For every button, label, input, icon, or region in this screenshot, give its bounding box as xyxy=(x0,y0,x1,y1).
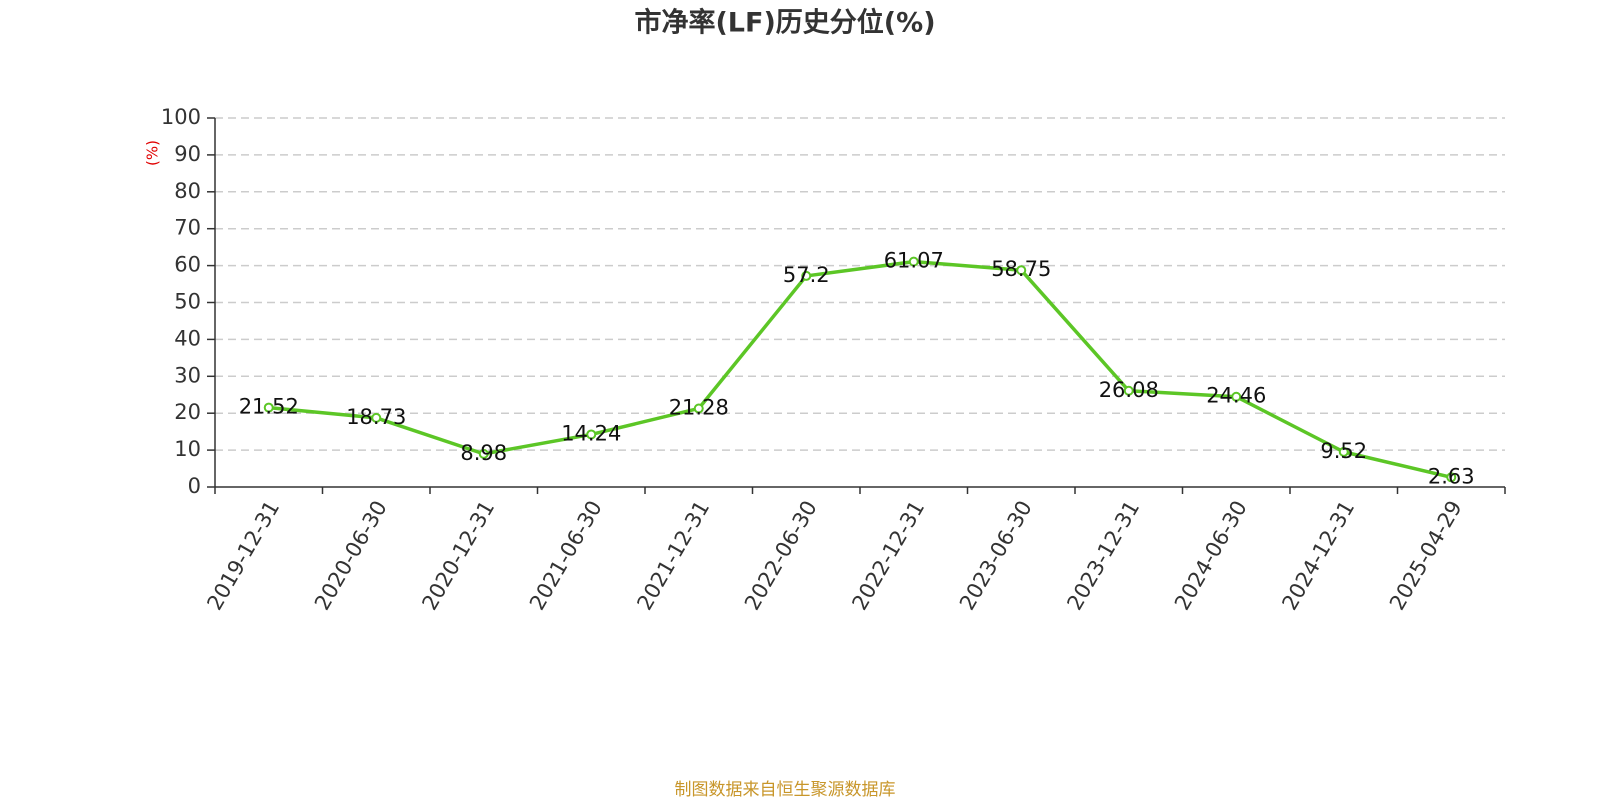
point xyxy=(908,256,919,267)
y-tick-label: 10 xyxy=(174,437,201,461)
data-label: 18.73 xyxy=(346,405,406,429)
x-tick-label: 2019-12-31 xyxy=(202,497,284,615)
x-tick-label: 2023-06-30 xyxy=(955,497,1037,615)
x-tick-label: 2022-12-31 xyxy=(847,497,929,615)
data-label: 21.52 xyxy=(239,395,299,419)
y-tick-label: 60 xyxy=(174,253,201,277)
y-tick-label: 20 xyxy=(174,400,201,424)
x-tick-label: 2021-12-31 xyxy=(632,497,714,615)
series-line xyxy=(268,259,1452,479)
chart-title: 市净率(LF)历史分位(%) xyxy=(634,7,935,39)
data-label: 26.08 xyxy=(1099,378,1159,402)
point xyxy=(1123,385,1134,396)
data-label: 2.63 xyxy=(1428,464,1475,488)
data-label: 14.24 xyxy=(561,421,621,445)
point xyxy=(693,403,704,414)
x-tick-label: 2021-06-30 xyxy=(525,497,607,615)
point xyxy=(586,429,597,440)
x-tick-label: 2020-06-30 xyxy=(310,497,392,615)
y-tick-label: 0 xyxy=(188,474,201,498)
point xyxy=(1016,265,1027,276)
point xyxy=(1231,391,1242,402)
y-axis-label: (%) xyxy=(144,140,162,166)
y-tick-label: 40 xyxy=(174,326,201,350)
data-label: 58.75 xyxy=(991,257,1051,281)
y-tick-label: 80 xyxy=(174,179,201,203)
point xyxy=(263,402,274,413)
x-tick-label: 2022-06-30 xyxy=(740,497,822,615)
point xyxy=(1446,472,1457,483)
point xyxy=(371,412,382,423)
point xyxy=(801,270,812,281)
data-label: 57.2 xyxy=(783,263,830,287)
y-tick-label: 100 xyxy=(161,105,201,129)
x-tick-label: 2023-12-31 xyxy=(1062,497,1144,615)
y-tick-label: 70 xyxy=(174,216,201,240)
x-tick-label: 2024-06-30 xyxy=(1170,497,1252,615)
point xyxy=(478,448,489,459)
data-label: 61.07 xyxy=(884,249,944,273)
point xyxy=(1338,446,1349,457)
y-tick-label: 90 xyxy=(174,142,201,166)
data-label: 24.46 xyxy=(1206,384,1266,408)
y-tick-label: 30 xyxy=(174,363,201,387)
data-label: 21.28 xyxy=(669,395,729,419)
y-tick-label: 50 xyxy=(174,290,201,314)
x-tick-label: 2024-12-31 xyxy=(1277,497,1359,615)
source-note: 制图数据来自恒生聚源数据库 xyxy=(675,780,896,800)
data-label: 8.98 xyxy=(460,441,507,465)
data-label: 9.52 xyxy=(1320,439,1367,463)
x-tick-label: 2020-12-31 xyxy=(417,497,499,615)
x-tick-label: 2025-04-29 xyxy=(1385,497,1467,615)
